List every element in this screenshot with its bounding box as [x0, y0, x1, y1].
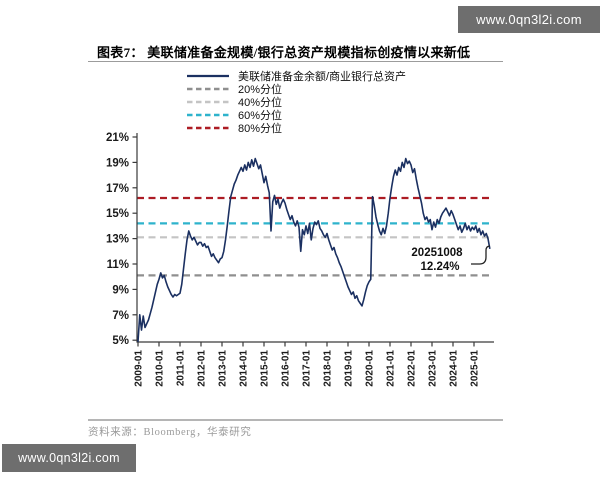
legend-label: 美联储准备金余额/商业银行总资产 [238, 70, 407, 83]
y-tick-label: 5% [112, 335, 129, 347]
x-tick-label: 2011-01 [176, 350, 187, 387]
y-tick-label: 21% [106, 132, 129, 144]
y-tick-label: 13% [106, 234, 129, 246]
title-divider [88, 61, 503, 62]
legend-swatch-line [187, 126, 229, 129]
legend-item-1: 20%分位 [186, 82, 406, 96]
y-tick-label: 9% [112, 284, 129, 296]
legend-item-2: 40%分位 [186, 95, 406, 109]
legend-label: 80%分位 [238, 122, 283, 135]
y-tick-label: 11% [107, 259, 129, 271]
x-tick-label: 2021-01 [386, 350, 397, 387]
legend-item-4: 80%分位 [186, 121, 406, 135]
x-tick-label: 2022-01 [407, 350, 418, 387]
watermark-top-right: www.0qn3l2i.com [458, 6, 600, 33]
chart-legend: 美联储准备金余额/商业银行总资产 20%分位 40%分位 60%分位 80%分位 [186, 69, 407, 135]
x-tick-label: 2018-01 [323, 350, 334, 387]
x-tick-label: 2013-01 [218, 350, 229, 387]
legend-swatch-line [187, 100, 229, 103]
annotation-date: 20251008 [411, 247, 463, 259]
legend-swatch-line [187, 87, 229, 90]
x-tick-label: 2025-01 [470, 350, 481, 387]
x-tick-label: 2020-01 [365, 350, 376, 387]
x-tick-label: 2016-01 [281, 350, 292, 387]
annotation-value: 12.24% [420, 261, 459, 273]
x-tick-label: 2012-01 [197, 350, 208, 387]
legend-label: 40%分位 [238, 96, 283, 109]
x-tick-label: 2010-01 [155, 350, 166, 387]
legend-label: 20%分位 [238, 83, 283, 96]
x-tick-label: 2015-01 [260, 350, 271, 387]
figure-source: 资料来源：Bloomberg，华泰研究 [88, 427, 252, 438]
x-tick-label: 2009-01 [134, 350, 145, 387]
x-tick-label: 2023-01 [428, 350, 439, 387]
y-tick-label: 15% [106, 208, 129, 220]
x-tick-label: 2017-01 [302, 350, 313, 387]
legend-label: 60%分位 [238, 109, 283, 122]
annotation-bracket [471, 245, 491, 265]
y-tick-label: 7% [112, 310, 129, 322]
legend-swatch-line [187, 113, 229, 116]
x-tick-label: 2019-01 [344, 350, 355, 387]
source-divider [88, 419, 503, 421]
axes [136, 133, 494, 343]
series-line [137, 157, 491, 343]
legend-item-0: 美联储准备金余额/商业银行总资产 [186, 69, 407, 83]
x-tick-label: 2024-01 [449, 350, 460, 387]
figure-title: 图表7： 美联储准备金规模/银行总资产规模指标创疫情以来新低 [97, 45, 471, 60]
watermark-bottom-left: www.0qn3l2i.com [2, 444, 136, 472]
y-tick-label: 17% [106, 183, 129, 195]
legend-item-3: 60%分位 [186, 108, 406, 122]
y-tick-label: 19% [106, 157, 129, 169]
legend-swatch-line [187, 74, 229, 77]
x-tick-label: 2014-01 [239, 350, 250, 387]
